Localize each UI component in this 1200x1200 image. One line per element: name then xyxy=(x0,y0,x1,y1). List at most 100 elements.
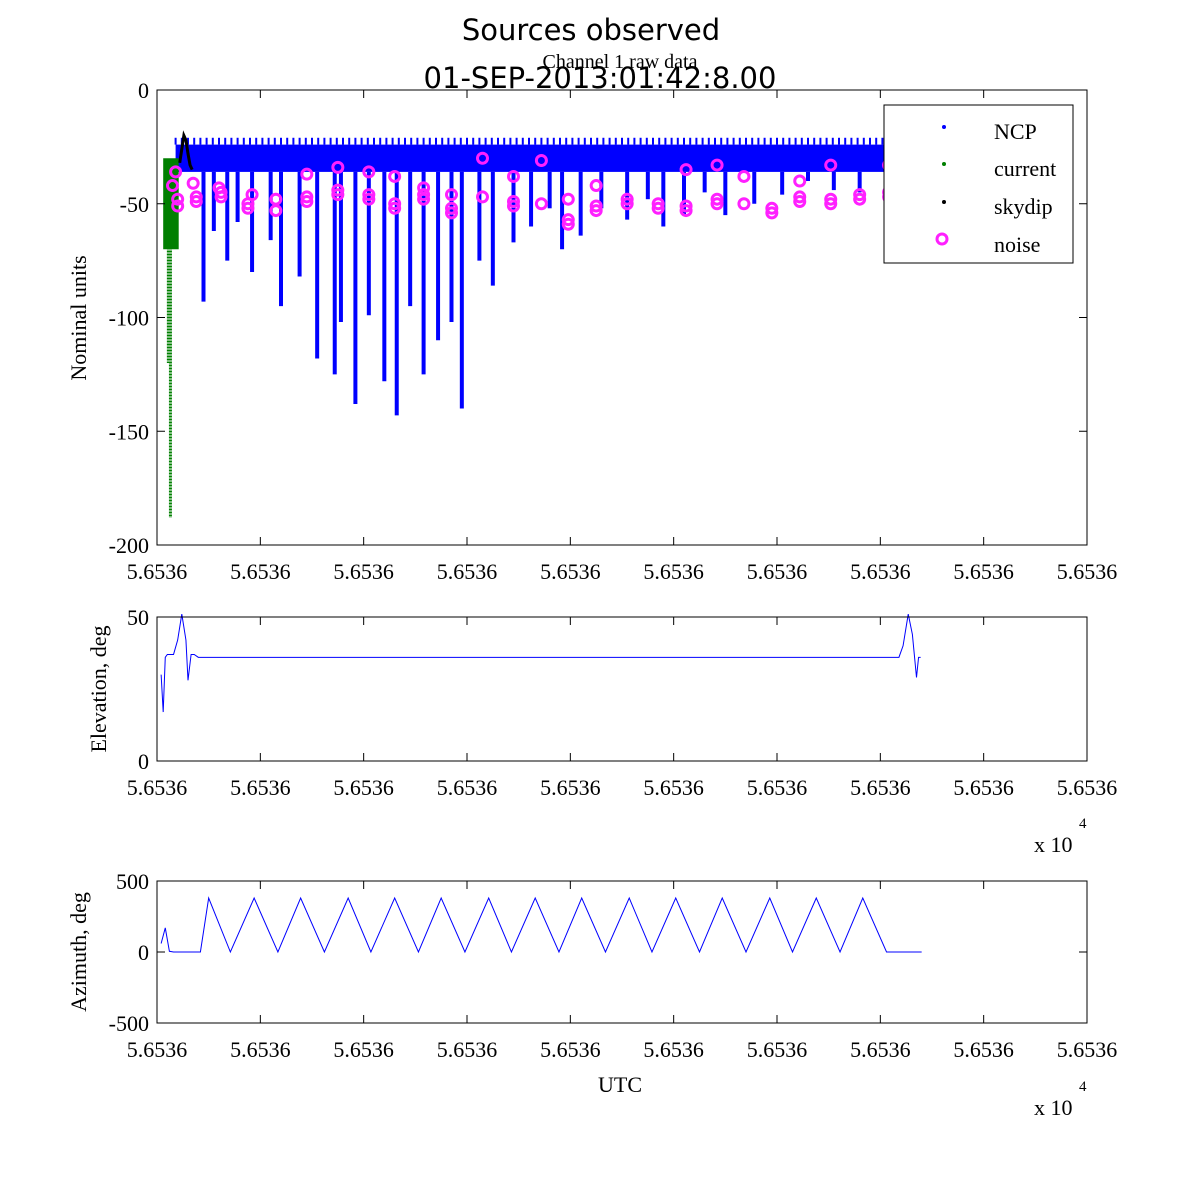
x-tick-label: 5.6536 xyxy=(643,559,704,584)
y-tick-label: 0 xyxy=(138,78,149,103)
noise-marker xyxy=(171,199,185,213)
azimuth-axes-frame xyxy=(156,880,1088,1024)
noise-marker xyxy=(710,197,724,211)
noise-marker xyxy=(710,158,724,172)
noise-marker xyxy=(534,197,548,211)
elevation-x-multiplier-exponent: 4 xyxy=(1079,816,1087,832)
legend: NCP current skydip noise xyxy=(883,104,1074,264)
x-tick-label: 5.6536 xyxy=(437,1037,498,1062)
y-tick-label: 0 xyxy=(138,940,149,965)
noise-marker xyxy=(507,194,520,208)
y-tick-label: -500 xyxy=(109,1011,149,1036)
x-tick-label: 5.6536 xyxy=(1057,559,1118,584)
raw-data-plot-area xyxy=(163,130,995,518)
azimuth-panel: 5.6536 5.6536 5.6536 5.6536 5.6536 5.6536 5.65… xyxy=(66,869,1117,1120)
noise-marker xyxy=(679,163,693,177)
noise-marker xyxy=(765,206,779,220)
x-tick-label: 5.6536 xyxy=(127,775,188,800)
x-tick-label: 5.6536 xyxy=(643,1037,704,1062)
noise-marker xyxy=(476,151,489,165)
azimuth-xlabel: UTC xyxy=(598,1072,642,1097)
x-tick-label: 5.6536 xyxy=(850,559,911,584)
noise-marker xyxy=(245,188,259,202)
noise-marker xyxy=(417,188,431,202)
noise-marker xyxy=(507,199,520,213)
noise-marker xyxy=(445,206,458,220)
noise-marker xyxy=(186,176,200,190)
noise-marker xyxy=(189,194,203,208)
x-tick-label: 5.6536 xyxy=(850,1037,911,1062)
noise-marker xyxy=(561,192,575,206)
x-tick-label: 5.6536 xyxy=(127,559,188,584)
legend-label-skydip: skydip xyxy=(994,194,1053,219)
noise-marker xyxy=(171,192,185,206)
noise-marker xyxy=(853,192,867,206)
noise-marker xyxy=(241,201,255,215)
noise-marker xyxy=(737,169,751,183)
x-tick-label: 5.6536 xyxy=(437,559,498,584)
x-tick-label: 5.6536 xyxy=(437,775,498,800)
noise-marker xyxy=(620,192,634,206)
x-tick-label: 5.6536 xyxy=(747,1037,808,1062)
raw-data-ticks: 5.6536 5.6536 5.6536 5.6536 5.6536 5.6536 5.65… xyxy=(109,78,1118,584)
azimuth-x-multiplier: x 10 xyxy=(1034,1095,1073,1120)
noise-marker xyxy=(651,201,665,215)
y-tick-label: 0 xyxy=(138,749,149,774)
noise-marker xyxy=(620,197,634,211)
y-tick-label: 500 xyxy=(116,869,149,894)
noise-marker xyxy=(679,204,693,218)
noise-marker xyxy=(169,165,183,179)
legend-label-noise: noise xyxy=(994,232,1040,257)
x-tick-label: 5.6536 xyxy=(333,1037,394,1062)
noise-marker xyxy=(589,179,603,193)
noise-marker xyxy=(331,183,345,197)
elevation-x-multiplier: x 10 xyxy=(1034,832,1073,857)
noise-marker xyxy=(362,192,376,206)
x-tick-label: 5.6536 xyxy=(747,559,808,584)
x-tick-label: 5.6536 xyxy=(1057,1037,1118,1062)
noise-marker xyxy=(212,181,226,195)
figure-title: Sources observed xyxy=(462,13,720,47)
y-tick-label: 50 xyxy=(127,605,149,630)
noise-marker xyxy=(824,158,838,172)
noise-marker xyxy=(824,197,838,211)
noise-marker xyxy=(331,160,345,174)
noise-marker xyxy=(269,192,283,206)
noise-marker xyxy=(445,188,458,202)
y-tick-label: -50 xyxy=(120,192,149,217)
noise-marker xyxy=(269,204,283,218)
x-tick-label: 5.6536 xyxy=(230,1037,291,1062)
x-tick-label: 5.6536 xyxy=(333,559,394,584)
noise-marker xyxy=(362,188,376,202)
noise-marker xyxy=(476,190,489,204)
noise-marker xyxy=(710,192,724,206)
elevation-plot-area xyxy=(160,614,921,713)
raw-data-panel: 5.6536 5.6536 5.6536 5.6536 5.6536 5.6536 5.65… xyxy=(66,78,1117,584)
azimuth-ylabel: Azimuth, deg xyxy=(66,892,91,1012)
noise-marker xyxy=(300,194,314,208)
legend-marker-ncp xyxy=(942,125,946,129)
legend-marker-skydip xyxy=(942,200,946,204)
noise-marker xyxy=(417,181,431,195)
y-tick-label: -150 xyxy=(109,419,149,444)
noise-marker xyxy=(189,190,203,204)
noise-marker xyxy=(388,169,402,183)
ncp-band xyxy=(175,144,995,172)
x-tick-label: 5.6536 xyxy=(540,1037,601,1062)
panel1-title: Channel 1 raw data xyxy=(543,51,698,73)
legend-box xyxy=(883,104,1074,264)
elevation-line xyxy=(160,614,921,713)
azimuth-ticks: 5.6536 5.6536 5.6536 5.6536 5.6536 5.6536 5.65… xyxy=(109,869,1118,1062)
noise-marker xyxy=(561,213,575,227)
elevation-axes-frame xyxy=(156,616,1088,762)
noise-marker xyxy=(589,204,603,218)
noise-marker xyxy=(534,154,548,168)
noise-marker xyxy=(331,188,345,202)
noise-marker xyxy=(388,197,402,211)
azimuth-line xyxy=(160,896,922,954)
noise-marker xyxy=(793,174,807,188)
figure-date: 01-SEP-2013:01:42:8.00 xyxy=(424,61,777,95)
x-tick-label: 5.6536 xyxy=(540,559,601,584)
legend-marker-noise xyxy=(935,232,949,246)
